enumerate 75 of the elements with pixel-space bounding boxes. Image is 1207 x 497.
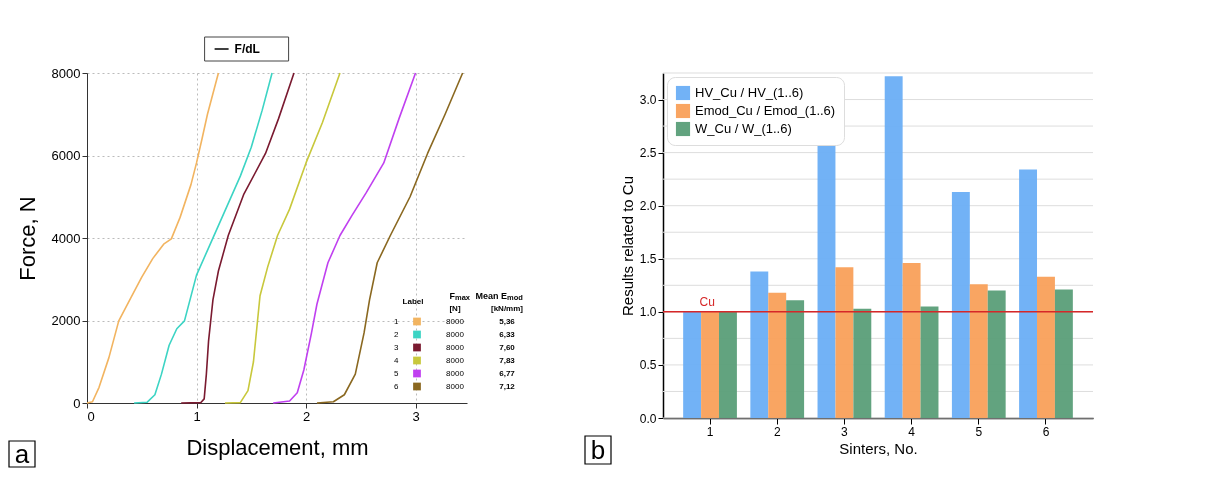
y-tick-label: 8000 — [51, 65, 81, 81]
x-tick-label: 2 — [302, 408, 311, 424]
bar — [768, 292, 787, 418]
x-tick-label: 3 — [412, 408, 420, 424]
ref-line-label: Cu — [699, 294, 715, 309]
text: 7,60 — [499, 342, 516, 352]
text: a — [14, 439, 30, 469]
text: 7,83 — [499, 355, 516, 365]
legend-label: 3 — [394, 342, 399, 352]
bar — [750, 271, 769, 418]
legend-label: 2 — [394, 329, 399, 339]
line-series — [180, 72, 295, 404]
bar — [718, 311, 737, 418]
annotation: [N] — [449, 303, 461, 313]
annotation: 8000 — [446, 316, 465, 326]
bar — [1054, 289, 1073, 418]
x-tick-label: 0 — [87, 408, 95, 424]
x-tick-label: 3 — [841, 424, 849, 439]
y-axis-title: Force, N — [14, 196, 40, 281]
bar — [920, 306, 939, 418]
bar — [902, 263, 921, 418]
bar — [701, 311, 719, 418]
x-tick-label: 6 — [1042, 424, 1050, 439]
bar — [969, 284, 988, 418]
bar — [817, 143, 836, 418]
bar — [835, 267, 854, 418]
text: 6,33 — [499, 329, 516, 339]
bar — [987, 290, 1006, 418]
text: [kN/mm] — [490, 303, 524, 313]
annotation: 8000 — [446, 342, 465, 352]
bar — [1037, 276, 1055, 418]
bar — [786, 300, 805, 418]
y-tick-label: 1.5 — [639, 252, 657, 267]
text: 5,36 — [499, 316, 516, 326]
y-tick-label: 6000 — [51, 148, 81, 163]
text: 6,77 — [499, 368, 516, 378]
legend-label: 6 — [394, 381, 399, 391]
annotation: 8000 — [446, 381, 465, 391]
x-axis-title: Sinters, No. — [839, 439, 918, 457]
legend-label: HV_Cu / HV_(1..6) — [695, 85, 804, 100]
y-tick-label: 2.0 — [639, 199, 657, 214]
y-tick-label: 2000 — [51, 313, 81, 328]
y-tick-label: 3.0 — [639, 93, 657, 108]
bar — [853, 308, 872, 418]
text: b — [590, 435, 606, 465]
legend-label: 4 — [394, 355, 399, 365]
annotation: 8000 — [446, 329, 465, 339]
legend-label: 1 — [394, 316, 399, 326]
line-series — [224, 72, 341, 404]
text: F/dL — [234, 42, 260, 56]
x-tick-label: 4 — [908, 424, 916, 439]
legend-label: Emod_Cu / Emod_(1..6) — [695, 103, 836, 118]
legend-label: 5 — [394, 368, 399, 378]
annotation: 8000 — [446, 355, 465, 365]
y-axis-title: Results related to Cu — [618, 175, 636, 317]
x-tick-label: 1 — [193, 408, 201, 424]
x-tick-label: 5 — [975, 424, 983, 439]
bar — [951, 191, 970, 418]
bar — [884, 76, 903, 418]
line-series — [133, 72, 273, 404]
y-tick-label: 2.5 — [639, 146, 657, 161]
bar — [683, 311, 702, 418]
y-tick-label: 0 — [73, 395, 81, 411]
x-tick-label: 1 — [706, 424, 714, 439]
y-tick-label: 1.0 — [639, 305, 657, 320]
y-tick-label: 4000 — [51, 230, 81, 246]
text: 7,12 — [499, 381, 516, 391]
x-tick-label: 2 — [773, 424, 781, 439]
legend-title: Label — [402, 297, 424, 306]
y-tick-label: 0.5 — [639, 358, 657, 373]
legend-label: W_Cu / W_(1..6) — [695, 121, 792, 136]
y-tick-label: 0.0 — [639, 411, 657, 426]
x-axis-title: Displacement, mm — [186, 434, 369, 460]
bar — [1019, 169, 1038, 418]
annotation: 8000 — [446, 368, 465, 378]
